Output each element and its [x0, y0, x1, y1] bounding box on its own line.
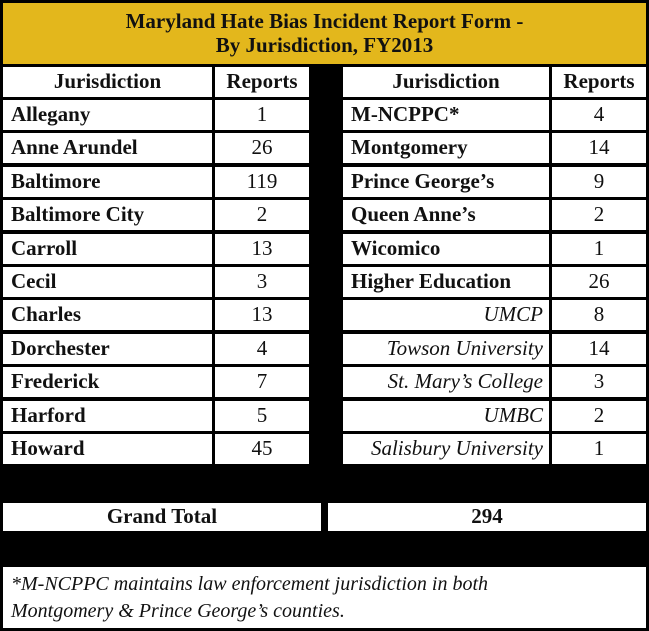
left-reports-cell: 1	[215, 100, 309, 130]
left-jurisdiction-cell: Dorchester	[3, 334, 212, 364]
right-reports-cell: 2	[552, 401, 646, 431]
right-reports-cell: 26	[552, 267, 646, 297]
right-jurisdiction-cell: UMCP	[343, 300, 549, 330]
right-jurisdiction-cell: Towson University	[343, 334, 549, 364]
grand-total-value: 294	[328, 503, 646, 531]
right-reports-cell: 8	[552, 300, 646, 330]
right-jurisdiction-cell: St. Mary’s College	[343, 367, 549, 397]
footnote: *M-NCPPC maintains law enforcement juris…	[3, 567, 646, 628]
right-jurisdiction-cell: Prince George’s	[343, 167, 549, 197]
right-jurisdiction-cell: UMBC	[343, 401, 549, 431]
left-reports-cell: 45	[215, 434, 309, 464]
left-reports-cell: 2	[215, 200, 309, 230]
left-jurisdiction-cell: Howard	[3, 434, 212, 464]
left-reports-cell: 7	[215, 367, 309, 397]
footnote-line-1: *M-NCPPC maintains law enforcement juris…	[11, 573, 489, 595]
left-reports-cell: 13	[215, 234, 309, 264]
right-jurisdiction-cell: Queen Anne’s	[343, 200, 549, 230]
right-reports-cell: 3	[552, 367, 646, 397]
left-reports-cell: 119	[215, 167, 309, 197]
left-reports-cell: 4	[215, 334, 309, 364]
left-jurisdiction-cell: Allegany	[3, 100, 212, 130]
right-reports-header: Reports	[552, 67, 646, 97]
left-reports-cell: 5	[215, 401, 309, 431]
right-reports-cell: 9	[552, 167, 646, 197]
footnote-line-2: Montgomery & Prince George’s counties.	[11, 600, 345, 622]
left-jurisdiction-header: Jurisdiction	[3, 67, 212, 97]
left-reports-cell: 26	[215, 133, 309, 163]
right-jurisdiction-cell: Salisbury University	[343, 434, 549, 464]
left-jurisdiction-cell: Charles	[3, 300, 212, 330]
left-jurisdiction-cell: Frederick	[3, 367, 212, 397]
left-jurisdiction-cell: Anne Arundel	[3, 133, 212, 163]
table-title: Maryland Hate Bias Incident Report Form …	[3, 3, 646, 64]
right-reports-cell: 2	[552, 200, 646, 230]
left-reports-header: Reports	[215, 67, 309, 97]
title-line-2: By Jurisdiction, FY2013	[215, 33, 434, 57]
right-reports-cell: 1	[552, 434, 646, 464]
grand-total-label: Grand Total	[3, 503, 321, 531]
title-line-1: Maryland Hate Bias Incident Report Form …	[125, 9, 524, 33]
right-jurisdiction-cell: M-NCPPC*	[343, 100, 549, 130]
right-jurisdiction-cell: Montgomery	[343, 133, 549, 163]
left-jurisdiction-cell: Harford	[3, 401, 212, 431]
right-jurisdiction-cell: Higher Education	[343, 267, 549, 297]
right-reports-cell: 14	[552, 334, 646, 364]
right-jurisdiction-header: Jurisdiction	[343, 67, 549, 97]
right-jurisdiction-cell: Wicomico	[343, 234, 549, 264]
left-jurisdiction-cell: Baltimore City	[3, 200, 212, 230]
left-jurisdiction-cell: Baltimore	[3, 167, 212, 197]
right-reports-cell: 1	[552, 234, 646, 264]
right-reports-cell: 4	[552, 100, 646, 130]
left-reports-cell: 13	[215, 300, 309, 330]
left-reports-cell: 3	[215, 267, 309, 297]
right-reports-cell: 14	[552, 133, 646, 163]
left-jurisdiction-cell: Carroll	[3, 234, 212, 264]
left-jurisdiction-cell: Cecil	[3, 267, 212, 297]
